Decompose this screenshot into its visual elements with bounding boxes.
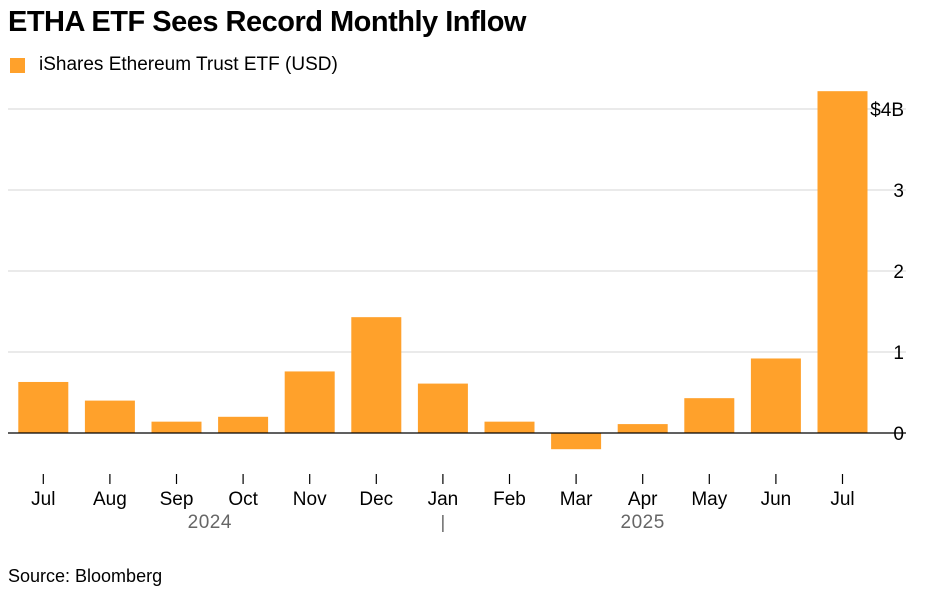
bars: [18, 91, 868, 450]
y-axis-labels: 0 1 2 3 $4B: [870, 100, 904, 445]
legend-swatch: [10, 57, 25, 73]
chart-title: ETHA ETF Sees Record Monthly Inflow: [8, 6, 526, 38]
x-tick-label: Oct: [228, 489, 258, 510]
x-tick-label: Aug: [93, 489, 127, 510]
legend-label: iShares Ethereum Trust ETF (USD): [39, 54, 338, 75]
x-tick-label: Dec: [359, 489, 393, 510]
x-axis: Jul Aug Sep Oct Nov Dec Jan Feb Mar Apr May Jun Jul 2…: [8, 432, 906, 533]
bar: [817, 91, 868, 434]
x-tick-label: Jul: [31, 489, 55, 510]
bar: [151, 421, 202, 433]
bar: [684, 398, 735, 433]
y-tick-label: 2: [893, 262, 904, 283]
bar: [617, 424, 668, 433]
y-tick-label: 0: [893, 424, 904, 445]
x-tick-label: Jan: [428, 489, 459, 510]
x-tick-label: Apr: [628, 489, 658, 510]
year-label: 2024: [188, 512, 232, 533]
x-tick-label: May: [691, 489, 727, 510]
bar: [84, 400, 135, 433]
legend: iShares Ethereum Trust ETF (USD): [10, 54, 338, 76]
source-note: Source: Bloomberg: [8, 566, 163, 586]
bar: [284, 371, 335, 433]
bar: [18, 381, 69, 433]
x-tick-label: Jul: [830, 489, 854, 510]
bar: [750, 358, 801, 433]
year-label: 2025: [621, 512, 665, 533]
x-tick-label: Feb: [493, 489, 526, 510]
bar: [351, 317, 402, 433]
y-tick-label: $4B: [870, 100, 904, 121]
bar: [218, 416, 269, 433]
bar: [484, 421, 535, 433]
gridlines: [8, 108, 906, 353]
y-tick-label: 3: [893, 181, 904, 202]
x-tick-label: Nov: [293, 489, 327, 510]
x-tick-label: Jun: [761, 489, 792, 510]
x-tick-label: Mar: [560, 489, 593, 510]
y-tick-label: 1: [893, 343, 904, 364]
bar: [551, 433, 602, 450]
bar: [417, 383, 468, 433]
x-tick-label: Sep: [160, 489, 194, 510]
